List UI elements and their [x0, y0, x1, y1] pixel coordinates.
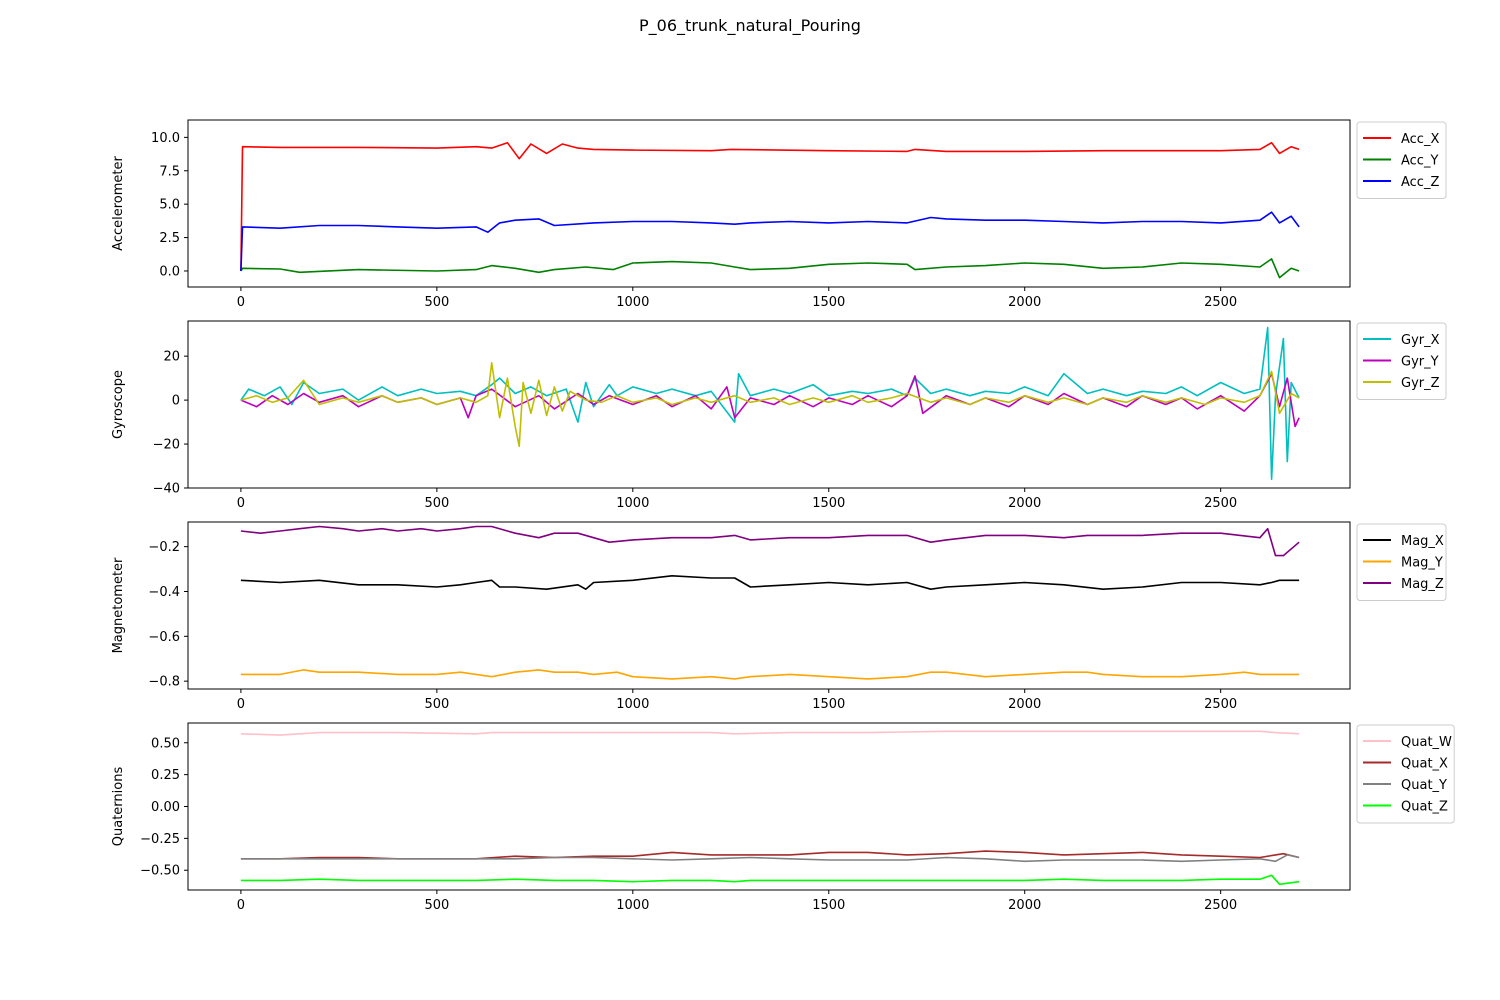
plot-frame [187, 722, 1351, 891]
y-tick-label: 0.50 [151, 736, 180, 751]
x-tick-label: 500 [424, 898, 449, 913]
plot-frame [187, 320, 1351, 489]
series-line-acc-z [240, 211, 1300, 272]
series-line-gyr-y [240, 372, 1300, 428]
series-line-acc-x [240, 141, 1300, 272]
x-tick-label: 1000 [616, 496, 649, 511]
legend-box [1356, 523, 1447, 601]
x-tick-label: 1000 [616, 898, 649, 913]
plot-frame [187, 119, 1351, 288]
x-tick-label: 0 [237, 295, 245, 310]
x-tick-label: 2500 [1204, 496, 1237, 511]
subplot-1: 0 500 1000 1500 2000 2500 0.0 2.5 5.0 7.5 10.0 Acce… [111, 119, 1447, 310]
legend-label: Acc_Y [1401, 154, 1438, 169]
legend-box [1356, 121, 1447, 199]
y-tick-label: 0.00 [151, 800, 180, 815]
legend-label: Mag_X [1401, 534, 1444, 549]
series-line-quat-z [240, 874, 1300, 886]
legend-label: Quat_Z [1401, 800, 1448, 815]
y-tick-label: 2.5 [159, 231, 180, 246]
x-tick-label: 0 [237, 496, 245, 511]
x-tick-label: 500 [424, 697, 449, 712]
x-tick-label: 500 [424, 295, 449, 310]
legend-box [1356, 724, 1455, 824]
subplot-4: 0 500 1000 1500 2000 2500 −0.50 −0.25 0.00 0.25 0.… [111, 722, 1455, 913]
y-tick-label: −0.4 [148, 585, 180, 600]
legend-label: Quat_Y [1401, 778, 1447, 793]
series-line-quat-y [240, 854, 1300, 863]
y-tick-label: 5.0 [159, 198, 180, 213]
x-tick-label: 2000 [1008, 295, 1041, 310]
legend-label: Gyr_Y [1401, 355, 1439, 370]
y-tick-label: −20 [153, 438, 180, 453]
y-tick-label: −0.50 [140, 864, 180, 879]
legend-label: Gyr_X [1401, 333, 1440, 348]
y-axis-label: Magnetometer [111, 557, 126, 653]
series-line-quat-w [240, 730, 1300, 736]
y-tick-label: 0.0 [159, 264, 180, 279]
y-tick-label: 7.5 [159, 164, 180, 179]
subplot-3: 0 500 1000 1500 2000 2500 −0.8 −0.6 −0.4 −0.2 Magn… [111, 521, 1447, 712]
y-tick-label: 20 [163, 350, 180, 365]
subplot-2: 0 500 1000 1500 2000 2500 −40 −20 0 20 Gyroscope Gy… [111, 320, 1447, 511]
legend-label: Mag_Y [1401, 556, 1443, 571]
series-line-acc-y [240, 258, 1300, 279]
x-tick-label: 2500 [1204, 898, 1237, 913]
y-tick-label: −40 [153, 482, 180, 497]
y-tick-label: 0.25 [151, 768, 180, 783]
x-tick-label: 2000 [1008, 898, 1041, 913]
y-tick-label: −0.25 [140, 832, 180, 847]
x-tick-label: 0 [237, 697, 245, 712]
x-tick-label: 1000 [616, 295, 649, 310]
y-axis-label: Gyroscope [111, 370, 126, 439]
figure-title: P_06_trunk_natural_Pouring [639, 16, 861, 35]
legend: Mag_X Mag_Y Mag_Z [1356, 523, 1447, 601]
x-tick-label: 1500 [812, 697, 845, 712]
y-tick-label: −0.2 [148, 540, 180, 555]
legend-label: Quat_X [1401, 757, 1448, 772]
series-line-mag-y [240, 669, 1300, 680]
legend-label: Quat_W [1401, 735, 1452, 750]
y-tick-label: −0.6 [148, 630, 180, 645]
x-tick-label: 1500 [812, 295, 845, 310]
legend: Acc_X Acc_Y Acc_Z [1356, 121, 1447, 199]
series-line-mag-x [240, 574, 1300, 591]
x-tick-label: 1000 [616, 697, 649, 712]
legend-label: Gyr_Z [1401, 376, 1440, 391]
legend-box [1356, 322, 1447, 400]
series-line-mag-z [240, 525, 1300, 557]
x-tick-label: 2500 [1204, 697, 1237, 712]
legend-label: Acc_Z [1401, 175, 1439, 190]
y-axis-label: Accelerometer [111, 156, 126, 251]
x-tick-label: 0 [237, 898, 245, 913]
x-tick-label: 1500 [812, 898, 845, 913]
y-tick-label: 10.0 [151, 131, 180, 146]
x-tick-label: 1500 [812, 496, 845, 511]
legend: Quat_W Quat_X Quat_Y Quat_Z [1356, 724, 1455, 824]
series-line-gyr-z [240, 361, 1300, 448]
legend-label: Acc_X [1401, 132, 1439, 147]
y-tick-label: 0 [172, 394, 180, 409]
x-tick-label: 500 [424, 496, 449, 511]
y-axis-label: Quaternions [111, 767, 126, 847]
plot-frame [187, 521, 1351, 690]
x-tick-label: 2000 [1008, 697, 1041, 712]
x-tick-label: 2500 [1204, 295, 1237, 310]
x-tick-label: 2000 [1008, 496, 1041, 511]
legend-label: Mag_Z [1401, 577, 1444, 592]
y-tick-label: −0.8 [148, 675, 180, 690]
series-line-gyr-x [240, 326, 1300, 481]
legend: Gyr_X Gyr_Y Gyr_Z [1356, 322, 1447, 400]
